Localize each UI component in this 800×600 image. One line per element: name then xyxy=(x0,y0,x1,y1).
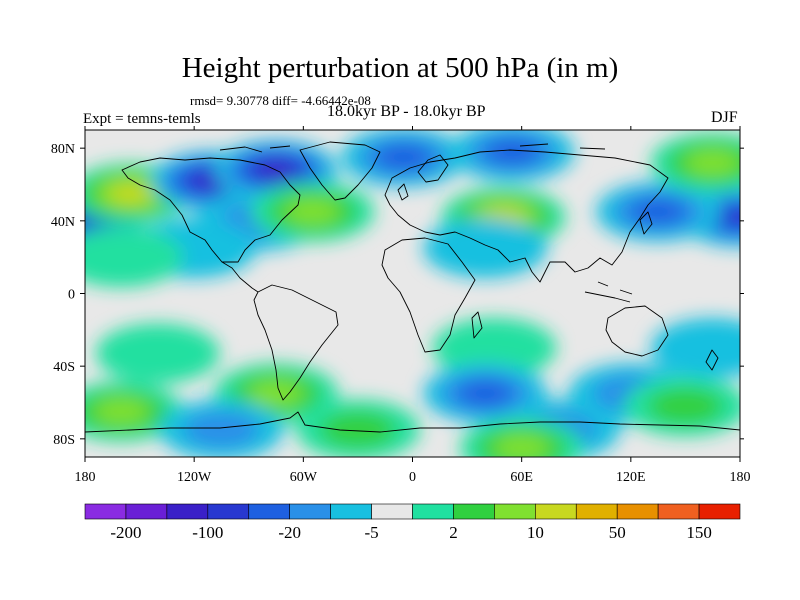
lat-tick-label: 0 xyxy=(68,288,75,303)
anomaly-level xyxy=(95,323,220,384)
coast-greenland xyxy=(299,141,381,201)
anomaly-level xyxy=(647,387,724,425)
anomaly-blob-16 xyxy=(432,318,557,378)
anomaly-blob-10 xyxy=(596,181,721,242)
lat-tick-label: 40S xyxy=(53,360,75,375)
colorbar-swatch xyxy=(453,503,495,520)
experiment-label: Expt = temns-temls xyxy=(83,111,201,127)
anomaly-level xyxy=(630,198,686,226)
coast-uk xyxy=(397,183,409,201)
coast-new-zealand xyxy=(705,349,719,371)
colorbar-swatch xyxy=(575,503,618,520)
lon-tick-label: 180 xyxy=(75,470,96,485)
colorbar-swatch xyxy=(535,503,577,520)
colorbar: -200 -100 -20 -5 2 10 50 150 xyxy=(84,503,741,542)
anomaly-level xyxy=(284,198,340,226)
colorbar-label: 10 xyxy=(527,523,544,542)
period-label: 18.0kyr BP - 18.0kyr BP xyxy=(327,103,486,120)
coast-africa xyxy=(381,237,476,353)
colorbar-swatch xyxy=(125,503,168,520)
colorbar-swatch xyxy=(494,503,536,520)
anomaly-blob-14 xyxy=(85,227,184,288)
anomaly-blob-12 xyxy=(423,218,548,279)
coast-eurasia xyxy=(384,149,669,283)
colorbar-label: -200 xyxy=(110,523,141,542)
anomaly-level xyxy=(85,227,184,288)
coastlines xyxy=(85,141,740,433)
colorbar-swatch xyxy=(698,503,741,520)
anomaly-blob-17 xyxy=(650,318,740,378)
colorbar-label: -5 xyxy=(364,523,378,542)
coast-scandinavia xyxy=(417,154,449,183)
coast-australia xyxy=(605,305,669,357)
colorbar-swatch xyxy=(412,503,454,520)
anomaly-level xyxy=(183,411,260,449)
coast-antarctica xyxy=(85,411,740,433)
colorbar-swatch xyxy=(166,503,209,520)
anomaly-blob-11 xyxy=(650,132,740,193)
lon-tick-label: 60W xyxy=(290,470,318,485)
anomaly-blob-18 xyxy=(85,381,184,442)
colorbar-swatch xyxy=(248,503,290,520)
coast-indonesia xyxy=(584,281,633,303)
anomaly-level xyxy=(93,398,149,425)
anomaly-level xyxy=(494,434,550,457)
anomaly-blob-6 xyxy=(250,181,375,242)
anomaly-blob-21 xyxy=(295,399,420,457)
anomaly-blob-20 xyxy=(159,399,284,457)
colorbar-swatch xyxy=(657,503,700,520)
anomaly-blob-9 xyxy=(450,130,575,182)
colorbar-label: 50 xyxy=(609,523,626,542)
anomaly-blob-15 xyxy=(95,323,220,384)
lon-tick-label: 180 xyxy=(730,470,751,485)
anomaly-level xyxy=(423,218,548,279)
lon-tick-label: 120W xyxy=(177,470,212,485)
anomaly-level xyxy=(457,380,513,407)
map-axes: 180 120W 60W 0 60E 120E 180 80N 40N 0 40S 80S xyxy=(51,126,751,485)
coast-central-america xyxy=(221,261,259,293)
anomaly-level xyxy=(248,380,304,407)
colorbar-swatch xyxy=(330,503,372,520)
anomaly-blob-25 xyxy=(623,376,740,437)
anomaly-blob-26 xyxy=(459,417,584,457)
anomaly-level xyxy=(485,138,541,166)
colorbar-swatch xyxy=(207,503,250,520)
lon-tick-label: 60E xyxy=(510,470,533,485)
coast-south-america xyxy=(253,284,339,401)
colorbar-swatch xyxy=(616,503,659,520)
anomaly-level xyxy=(108,183,153,205)
anomaly-level xyxy=(650,318,740,378)
coast-north-america xyxy=(121,157,301,263)
colorbar-label: -20 xyxy=(278,523,301,542)
chart-title: Height perturbation at 500 hPa (in m) xyxy=(181,52,619,84)
colorbar-swatch xyxy=(289,503,331,520)
lat-tick-label: 80N xyxy=(51,142,75,157)
lon-tick-label: 120E xyxy=(616,470,646,485)
anomaly-blob-7 xyxy=(341,130,466,188)
colorbar-label: 2 xyxy=(449,523,458,542)
anomaly-level xyxy=(432,318,557,378)
colorbar-swatch xyxy=(84,503,127,520)
season-label: DJF xyxy=(711,109,738,126)
colorbar-swatch xyxy=(371,503,413,520)
rmsd-diff-stats: rmsd= 9.30778 diff= -4.66442e-08 xyxy=(190,93,371,108)
anomaly-level xyxy=(685,149,740,177)
coast-madagascar xyxy=(471,311,483,339)
lat-tick-label: 80S xyxy=(53,433,75,448)
lat-tick-label: 40N xyxy=(51,215,75,230)
colorbar-label: 150 xyxy=(686,523,712,542)
coast-arctic-islands xyxy=(219,143,606,153)
anomaly-level xyxy=(319,411,397,449)
lon-tick-label: 0 xyxy=(409,470,416,485)
anomaly-level xyxy=(718,206,740,228)
coast-japan xyxy=(639,211,653,235)
anomaly-level xyxy=(375,143,431,171)
colorbar-label: -100 xyxy=(192,523,223,542)
